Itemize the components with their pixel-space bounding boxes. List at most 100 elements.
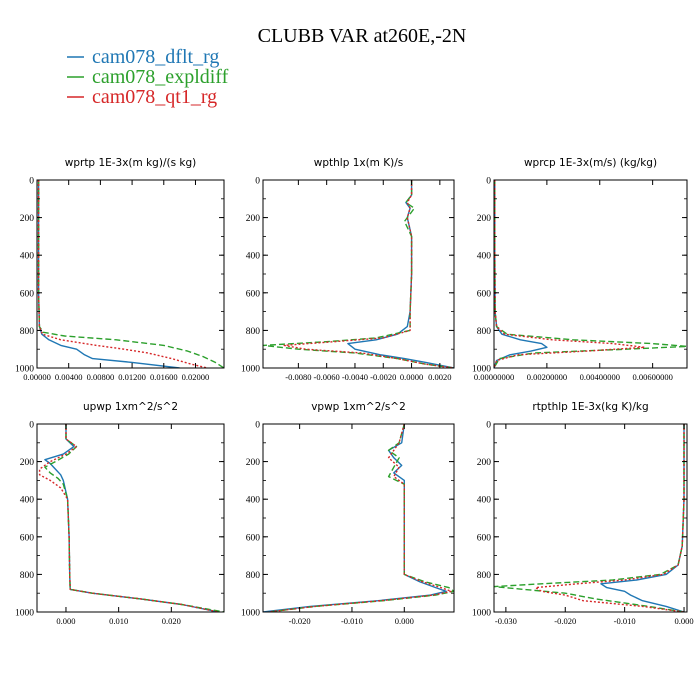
y-tick-label: 1000 <box>15 609 34 619</box>
y-tick-label: 800 <box>20 327 35 337</box>
y-tick-label: 400 <box>477 252 492 262</box>
y-tick-label: 800 <box>477 327 492 337</box>
y-tick-label: 0 <box>29 421 34 431</box>
y-tick-label: 400 <box>246 252 261 262</box>
x-tick-label: 0.02000 <box>182 372 210 382</box>
x-tick-label: -0.0060 <box>314 372 340 382</box>
chart-panel: wpthlp 1x(m K)/s 0 200 400 600 800 1000 -0.0080… <box>241 157 455 382</box>
chart-panel: vpwp 1xm^2/s^2 0 200 400 600 800 1000 -0.020 -0.… <box>241 401 455 626</box>
series-line <box>494 424 685 612</box>
legend-label: cam078_qt1_rg <box>92 86 217 108</box>
x-tick-label: -0.0040 <box>342 372 368 382</box>
series-line <box>268 424 453 612</box>
y-tick-label: 600 <box>246 289 261 299</box>
panel-title: wprcp 1E-3x(m/s) (kg/kg) <box>524 157 657 169</box>
chart-panel: wprtp 1E-3x(m kg)/(s kg) 0 200 400 600 800 100… <box>15 157 225 382</box>
x-tick-label: 0.00200000 <box>527 372 567 382</box>
panel-title: wpthlp 1x(m K)/s <box>314 157 404 169</box>
y-tick-label: 200 <box>20 214 35 224</box>
series-line <box>283 180 454 368</box>
y-tick-label: 0 <box>29 177 34 187</box>
x-tick-label: 0.00400 <box>55 372 83 382</box>
y-tick-label: 1000 <box>15 365 34 375</box>
x-tick-label: 0.00000 <box>23 372 51 382</box>
series-line <box>494 180 646 368</box>
x-tick-label: 0.0020 <box>428 372 451 382</box>
panel-title: upwp 1xm^2/s^2 <box>83 401 178 413</box>
panel-title: wprtp 1E-3x(m kg)/(s kg) <box>65 157 196 169</box>
y-tick-label: 1000 <box>472 365 491 375</box>
x-tick-label: -0.030 <box>495 616 517 626</box>
y-tick-label: 600 <box>20 533 35 543</box>
x-tick-label: -0.0080 <box>285 372 311 382</box>
series-line <box>494 180 687 368</box>
series-line <box>38 424 219 612</box>
x-tick-label: 0.00000000 <box>474 372 514 382</box>
legend-entry: cam078_qt1_rg <box>67 86 217 108</box>
y-tick-label: 200 <box>20 458 35 468</box>
y-tick-label: 400 <box>246 496 261 506</box>
y-tick-label: 200 <box>477 458 492 468</box>
y-tick-label: 800 <box>246 571 261 581</box>
y-tick-label: 200 <box>477 214 492 224</box>
legend-label: cam078_dflt_rg <box>92 46 219 68</box>
series-line <box>37 180 208 368</box>
x-tick-label: 0.000 <box>674 616 693 626</box>
y-tick-label: 800 <box>20 571 35 581</box>
series-line <box>347 180 454 368</box>
y-tick-label: 400 <box>477 496 492 506</box>
y-tick-label: 400 <box>20 496 35 506</box>
x-tick-label: 0.01200 <box>118 372 146 382</box>
series-line <box>44 424 224 612</box>
y-tick-label: 800 <box>477 571 492 581</box>
x-tick-label: 0.010 <box>109 616 128 626</box>
series-group <box>263 180 454 368</box>
x-tick-label: -0.020 <box>554 616 576 626</box>
y-tick-label: 0 <box>255 177 260 187</box>
series-group <box>263 424 454 612</box>
y-tick-label: 1000 <box>241 365 260 375</box>
figure-title: CLUBB VAR at260E,-2N <box>258 25 467 47</box>
y-tick-label: 600 <box>477 289 492 299</box>
y-tick-label: 1000 <box>472 609 491 619</box>
panel-title: rtpthlp 1E-3x(kg K)/kg <box>532 401 648 413</box>
series-group <box>38 424 224 612</box>
y-tick-label: 800 <box>246 327 261 337</box>
x-tick-label: 0.000 <box>395 616 414 626</box>
panels: wprtp 1E-3x(m kg)/(s kg) 0 200 400 600 800 100… <box>15 157 694 626</box>
series-group <box>494 424 685 612</box>
y-tick-label: 200 <box>246 458 261 468</box>
x-tick-label: -0.010 <box>614 616 636 626</box>
y-tick-label: 400 <box>20 252 35 262</box>
y-tick-label: 600 <box>20 289 35 299</box>
legend: cam078_dflt_rg cam078_expldiff cam078_qt… <box>67 46 229 108</box>
x-tick-label: -0.020 <box>289 616 311 626</box>
x-tick-label: 0.01600 <box>150 372 178 382</box>
y-tick-label: 600 <box>246 533 261 543</box>
x-tick-label: 0.0000 <box>400 372 423 382</box>
series-line <box>263 180 454 368</box>
chart-panel: wprcp 1E-3x(m/s) (kg/kg) 0 200 400 600 800 100… <box>472 157 688 382</box>
legend-entry: cam078_dflt_rg <box>67 46 219 68</box>
y-tick-label: 200 <box>246 214 261 224</box>
y-tick-label: 0 <box>255 421 260 431</box>
series-line <box>534 424 685 612</box>
chart-panel: upwp 1xm^2/s^2 0 200 400 600 800 1000 0.000 0.01… <box>15 401 225 626</box>
legend-entry: cam078_expldiff <box>67 66 229 88</box>
series-group <box>494 180 687 368</box>
x-tick-label: 0.000 <box>56 616 75 626</box>
legend-label: cam078_expldiff <box>92 66 229 88</box>
x-tick-label: 0.00800 <box>87 372 115 382</box>
x-tick-label: 0.020 <box>162 616 181 626</box>
y-tick-label: 1000 <box>241 609 260 619</box>
x-tick-label: 0.00600000 <box>632 372 672 382</box>
chart-panel: rtpthlp 1E-3x(kg K)/kg02004006008001000-… <box>472 401 694 626</box>
y-tick-label: 0 <box>486 177 491 187</box>
panel-title: vpwp 1xm^2/s^2 <box>311 401 406 413</box>
y-tick-label: 0 <box>486 421 491 431</box>
x-tick-label: -0.0020 <box>370 372 396 382</box>
x-tick-label: 0.00400000 <box>580 372 620 382</box>
x-tick-label: -0.010 <box>341 616 363 626</box>
